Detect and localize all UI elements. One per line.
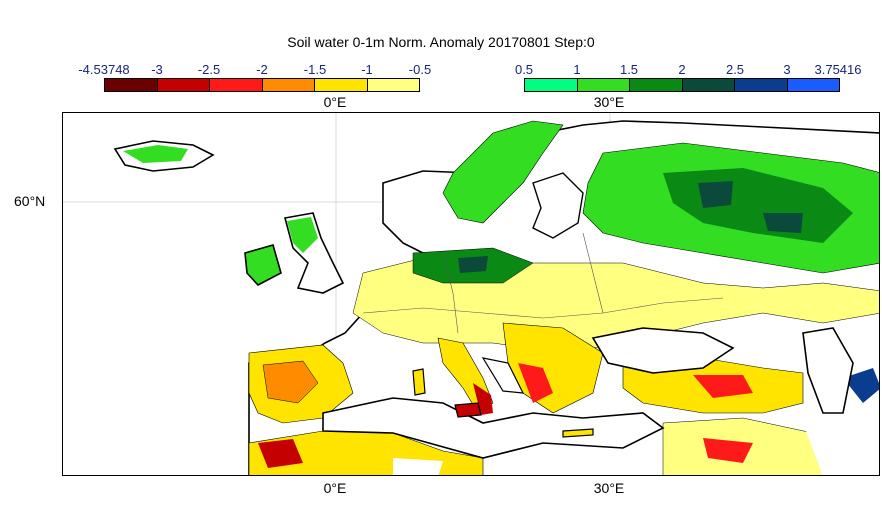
- map-canvas: [63, 113, 879, 475]
- country-border: [362, 297, 724, 319]
- colorbar-swatch: [262, 79, 315, 91]
- colorbar-tick: -3: [151, 62, 163, 77]
- colorbar-swatch: [630, 79, 683, 91]
- sea-caspian: [802, 327, 854, 414]
- wet-zone-germany-deep: [458, 256, 488, 273]
- land-ireland: [244, 244, 282, 286]
- dry-zone-middle-east-core: [703, 438, 753, 463]
- sea-adriatic: [481, 357, 525, 394]
- colorbar-swatch: [210, 79, 263, 91]
- colorbar-swatch: [577, 79, 630, 91]
- dry-zone-anatolia-core: [693, 375, 753, 398]
- colorbar-swatch: [525, 79, 578, 91]
- dry-zone-north-africa-core: [258, 439, 303, 468]
- colorbar-swatch: [682, 79, 735, 91]
- colorbar-tick: -1: [361, 62, 373, 77]
- colorbar-swatch: [157, 79, 210, 91]
- land-sicily: [454, 402, 482, 418]
- no-data-patch: [803, 413, 879, 475]
- wet-zone-caucasus: [843, 368, 879, 403]
- dry-zone-iberia-core: [262, 360, 319, 404]
- negative-colorbar: [104, 78, 420, 92]
- colorbar-tick: -1.5: [303, 62, 327, 77]
- wet-zone-russia-deep: [698, 181, 733, 208]
- dry-zone-balkans-core: [518, 363, 553, 403]
- colorbar-tick: 3: [783, 62, 791, 77]
- colorbar-tick: -2: [256, 62, 268, 77]
- wet-zone-iceland: [123, 145, 188, 163]
- wet-zone-britain: [287, 217, 318, 253]
- country-border: [582, 232, 604, 314]
- positive-colorbar: [524, 78, 840, 92]
- colorbar-tick: 2.5: [725, 62, 745, 77]
- wet-zone-scandinavia: [442, 120, 564, 224]
- land-sardinia: [412, 368, 426, 396]
- colorbar-tick: -2.5: [197, 62, 221, 77]
- land-crete: [562, 428, 594, 438]
- colorbar-swatch: [315, 79, 368, 91]
- colorbar-swatch: [735, 79, 788, 91]
- no-data-patch: [393, 458, 443, 475]
- lon-label-bottom: 0°E: [323, 480, 347, 496]
- map-title: Soil water 0-1m Norm. Anomaly 20170801 S…: [287, 34, 595, 50]
- colorbar-tick: 2: [678, 62, 686, 77]
- colorbar-tick: 3.75416: [814, 62, 862, 77]
- country-border: [442, 252, 459, 334]
- lon-label-top: 30°E: [593, 94, 625, 110]
- lon-label-top: 0°E: [323, 94, 347, 110]
- colorbar-swatch: [105, 79, 158, 91]
- colorbar-tick: -0.5: [408, 62, 432, 77]
- lon-label-bottom: 30°E: [593, 480, 625, 496]
- colorbar-swatch: [787, 79, 839, 91]
- colorbar-tick: 0.5: [514, 62, 534, 77]
- colorbar-tick: 1.5: [619, 62, 639, 77]
- lat-label: 60°N: [14, 193, 46, 209]
- anomaly-map: [62, 112, 880, 476]
- colorbar-tick: 1: [573, 62, 581, 77]
- colorbar-swatch: [367, 79, 419, 91]
- dry-zone-italy-south: [473, 383, 493, 415]
- colorbar-tick: -4.53748: [78, 62, 130, 77]
- sea-mediterranean: [322, 397, 665, 459]
- sea-baltic: [532, 172, 584, 239]
- wet-zone-russia-deep-2: [763, 213, 803, 233]
- sea-black-sea: [591, 327, 735, 374]
